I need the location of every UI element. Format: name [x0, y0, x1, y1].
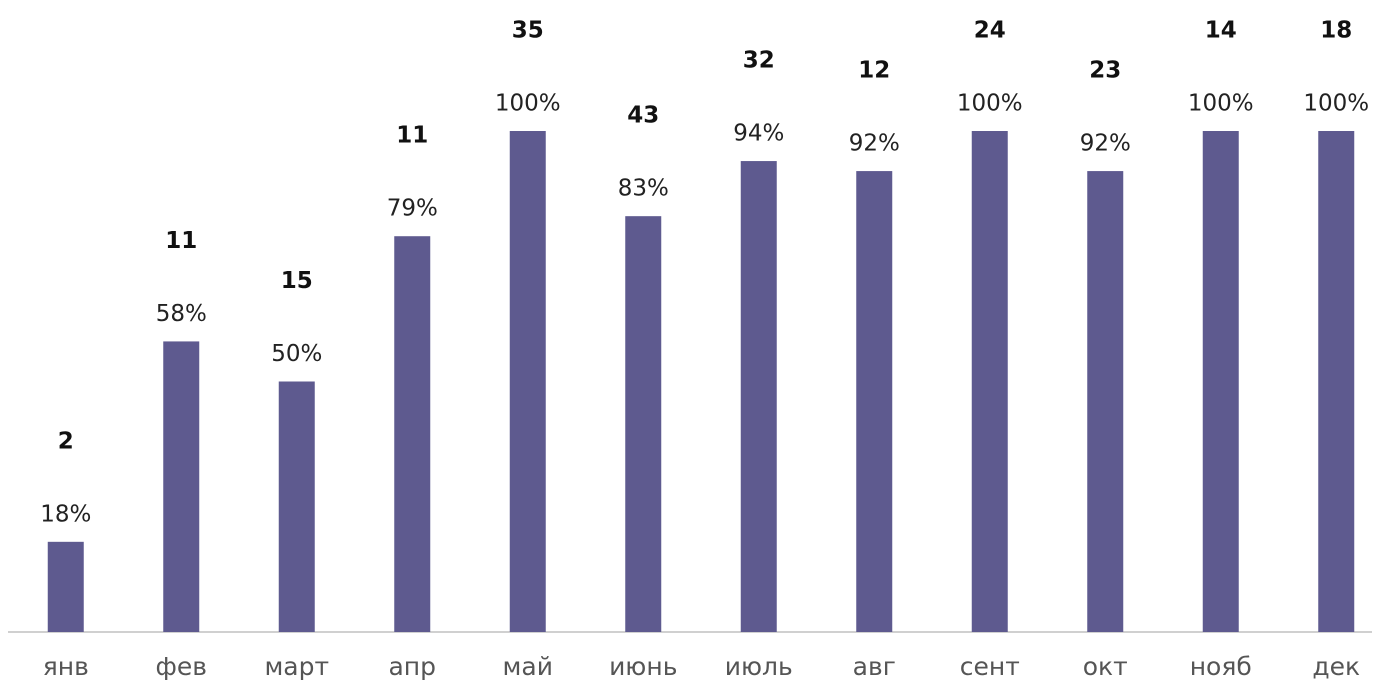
x-tick-label: июнь: [609, 652, 677, 681]
bar: [278, 381, 315, 632]
x-tick-label: фев: [156, 652, 208, 681]
count-label: 2: [58, 428, 74, 454]
count-label: 14: [1205, 18, 1237, 44]
count-label: 43: [627, 103, 659, 129]
bar: [509, 131, 546, 632]
value-label: 100%: [1188, 91, 1254, 117]
value-label: 92%: [849, 131, 900, 157]
bar: [625, 216, 662, 633]
value-label: 18%: [40, 501, 91, 527]
x-tick-label: май: [503, 652, 553, 681]
bar: [1202, 131, 1239, 632]
count-label: 15: [281, 268, 313, 294]
value-label: 100%: [1303, 91, 1369, 117]
x-tick-label: март: [264, 652, 329, 681]
value-label: 58%: [156, 301, 207, 327]
bar: [394, 236, 431, 632]
bar: [163, 341, 200, 632]
bar: [856, 171, 893, 632]
value-label: 79%: [387, 196, 438, 222]
x-tick-label: нояб: [1190, 652, 1252, 681]
bar: [971, 131, 1008, 632]
x-tick-label: дек: [1312, 652, 1360, 681]
count-label: 12: [858, 58, 890, 84]
count-label: 32: [743, 48, 775, 74]
x-tick-label: авг: [853, 652, 896, 681]
bar: [47, 541, 84, 632]
bar: [1087, 171, 1124, 632]
value-label: 100%: [495, 91, 561, 117]
bar: [1318, 131, 1355, 632]
value-label: 94%: [733, 121, 784, 147]
bar: [740, 161, 777, 632]
count-label: 11: [396, 123, 428, 149]
x-tick-label: янв: [43, 652, 89, 681]
count-label: 23: [1089, 58, 1121, 84]
count-label: 24: [974, 18, 1006, 44]
count-label: 35: [512, 18, 544, 44]
value-label: 92%: [1080, 131, 1131, 157]
value-label: 50%: [271, 341, 322, 367]
count-label: 18: [1320, 18, 1352, 44]
x-tick-label: окт: [1083, 652, 1128, 681]
x-tick-label: сент: [960, 652, 1020, 681]
count-label: 11: [165, 228, 197, 254]
x-tick-label: июль: [725, 652, 793, 681]
value-label: 83%: [618, 176, 669, 202]
value-label: 100%: [957, 91, 1023, 117]
x-tick-label: апр: [388, 652, 436, 681]
